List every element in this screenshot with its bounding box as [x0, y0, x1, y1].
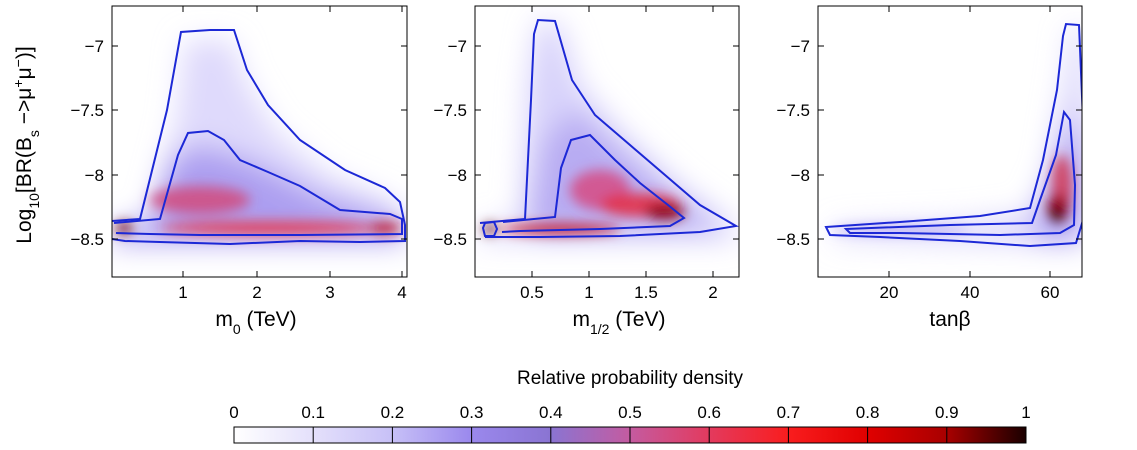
colorbar-tick-label: 1 [1021, 403, 1030, 422]
density-core-m0 [116, 186, 401, 235]
colorbar-tick-label: 0 [229, 403, 238, 422]
x-ticks-m12: 0.5 1 1.5 2 [520, 6, 718, 302]
y-tick-label: −8.5 [433, 230, 467, 249]
x-tick-label: 1.5 [634, 283, 658, 302]
x-axis-label-m12: m1/2 (TeV) [573, 308, 666, 337]
x-tick-label: 20 [880, 283, 899, 302]
x-ticks-m0: 1 2 3 4 [178, 6, 407, 302]
x-tick-label: 1 [178, 283, 187, 302]
y-tick-label: −7 [791, 37, 810, 56]
contour-inner-m12 [501, 133, 686, 233]
y-ticks-m0: −7 −7.5 −8 −8.5 [70, 37, 407, 249]
panel-m0: 1 2 3 4 −7 −7.5 −8 −8.5 m0 (TeV) [70, 5, 408, 337]
colorbar-title: Relative probability density [517, 368, 744, 389]
contour-small-m12 [481, 220, 499, 237]
axes-frame-tanb [817, 5, 1083, 278]
axes-frame-m0 [111, 5, 408, 278]
colorbar-tick-label: 0.3 [460, 403, 484, 422]
x-tick-label: 1 [584, 283, 593, 302]
y-tick-label: −7 [448, 37, 467, 56]
x-axis-label-tanb: tanβ [929, 308, 970, 331]
y-tick-label: −8 [85, 166, 104, 185]
y-tick-label: −7 [85, 37, 104, 56]
y-axis-label: Log10[BR(Bs −>μ+μ−)] [10, 46, 42, 243]
density-map-tanb [824, 22, 1082, 248]
colorbar: Relative probability density 0 0.1 0.2 0.3 0… [229, 368, 1031, 444]
contour-outer-tanb [824, 22, 1082, 248]
colorbar-tick-label: 0.2 [381, 403, 405, 422]
y-tick-label: −7.5 [776, 101, 810, 120]
y-ticks-tanb: −7 −7.5 −8 −8.5 [776, 37, 1082, 249]
colorbar-tick-label: 0.5 [618, 403, 642, 422]
density-map-m0 [112, 29, 407, 246]
x-tick-label: 3 [325, 283, 334, 302]
colorbar-tick-label: 0.6 [697, 403, 721, 422]
y-tick-label: −8.5 [70, 230, 104, 249]
x-tick-label: 2 [252, 283, 261, 302]
x-tick-label: 60 [1041, 283, 1060, 302]
contour-outer-m12 [479, 18, 739, 238]
contour-inner-m0 [113, 129, 403, 236]
density-haze-m0 [112, 40, 407, 245]
x-axis-label-m0: m0 (TeV) [215, 308, 296, 337]
panel-tanb: 20 40 60 −7 −7.5 −8 −8.5 tanβ [776, 5, 1083, 331]
axes-frame-m12 [474, 5, 740, 278]
contour-inner-tanb [843, 109, 1077, 237]
colorbar-tick-label: 0.7 [777, 403, 801, 422]
y-tick-label: −7.5 [70, 101, 104, 120]
y-ticks-m12: −7 −7.5 −8 −8.5 [433, 37, 739, 249]
x-ticks-tanb: 20 40 60 [880, 6, 1060, 302]
colorbar-ticks: 0 0.1 0.2 0.3 0.4 0.5 0.6 0.7 0.8 0.9 1 [229, 403, 1031, 443]
density-map-m12 [479, 18, 739, 240]
colorbar-tick-label: 0.4 [539, 403, 563, 422]
y-tick-label: −7.5 [433, 101, 467, 120]
colorbar-tick-label: 0.9 [935, 403, 959, 422]
panel-m12: 0.5 1 1.5 2 −7 −7.5 −8 −8.5 m1/2 (TeV) [433, 5, 740, 337]
colorbar-tick-label: 0.1 [301, 403, 325, 422]
y-tick-label: −8 [448, 166, 467, 185]
x-tick-label: 40 [961, 283, 980, 302]
y-tick-label: −8 [791, 166, 810, 185]
x-tick-label: 2 [708, 283, 717, 302]
y-tick-label: −8.5 [776, 230, 810, 249]
contour-outer-m0 [112, 29, 406, 246]
x-tick-label: 4 [397, 283, 406, 302]
x-tick-label: 0.5 [520, 283, 544, 302]
colorbar-tick-label: 0.8 [856, 403, 880, 422]
